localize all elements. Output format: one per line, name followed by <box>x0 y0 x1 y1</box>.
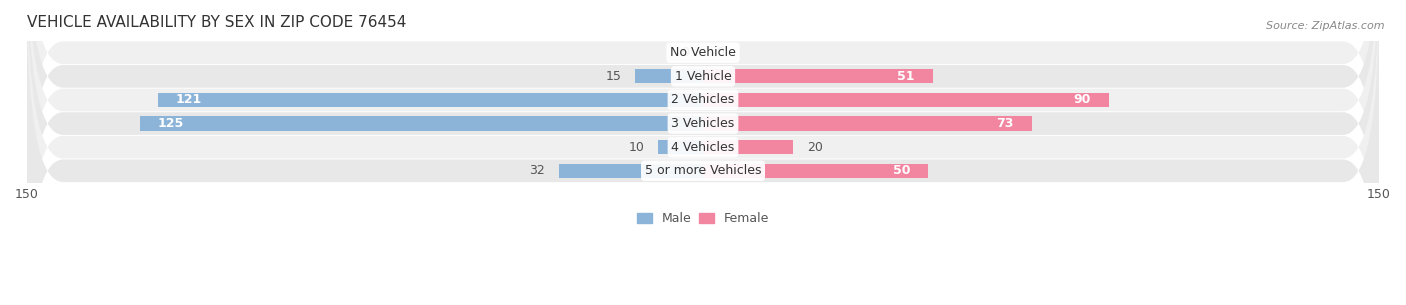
FancyBboxPatch shape <box>27 0 1379 305</box>
Text: 1 Vehicle: 1 Vehicle <box>675 70 731 83</box>
Legend: Male, Female: Male, Female <box>631 207 775 230</box>
Text: 90: 90 <box>1073 93 1091 106</box>
Text: 2 Vehicles: 2 Vehicles <box>672 93 734 106</box>
Text: No Vehicle: No Vehicle <box>671 46 735 59</box>
Bar <box>703 69 932 83</box>
Text: 50: 50 <box>893 164 910 177</box>
Bar <box>658 140 703 154</box>
Text: 51: 51 <box>897 70 915 83</box>
FancyBboxPatch shape <box>27 0 1379 278</box>
Bar <box>558 164 703 178</box>
Text: 10: 10 <box>628 141 644 154</box>
FancyBboxPatch shape <box>27 0 1379 305</box>
Text: VEHICLE AVAILABILITY BY SEX IN ZIP CODE 76454: VEHICLE AVAILABILITY BY SEX IN ZIP CODE … <box>27 15 406 30</box>
Text: Source: ZipAtlas.com: Source: ZipAtlas.com <box>1267 21 1385 31</box>
Text: 125: 125 <box>157 117 184 130</box>
Text: 73: 73 <box>997 117 1014 130</box>
Text: 0: 0 <box>682 46 689 59</box>
Text: 20: 20 <box>807 141 823 154</box>
FancyBboxPatch shape <box>27 0 1379 301</box>
Bar <box>636 69 703 83</box>
Bar <box>703 140 793 154</box>
Text: 5 or more Vehicles: 5 or more Vehicles <box>645 164 761 177</box>
Text: 4 Vehicles: 4 Vehicles <box>672 141 734 154</box>
Text: 32: 32 <box>530 164 546 177</box>
FancyBboxPatch shape <box>27 0 1379 254</box>
Bar <box>703 93 1109 107</box>
FancyBboxPatch shape <box>27 0 1379 230</box>
Text: 121: 121 <box>176 93 202 106</box>
Text: 3 Vehicles: 3 Vehicles <box>672 117 734 130</box>
Bar <box>139 117 703 131</box>
Bar <box>703 164 928 178</box>
Text: 0: 0 <box>717 46 724 59</box>
Text: 15: 15 <box>606 70 621 83</box>
Bar <box>157 93 703 107</box>
Bar <box>703 117 1032 131</box>
